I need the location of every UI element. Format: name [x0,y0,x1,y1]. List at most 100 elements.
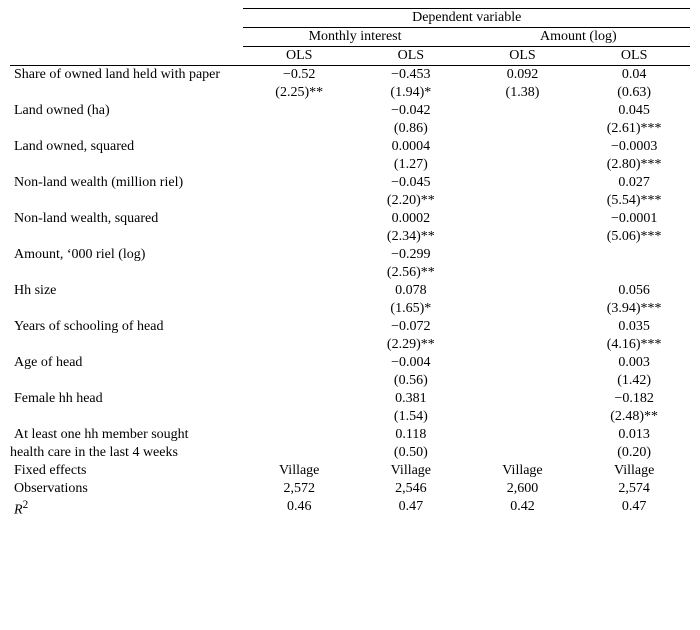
coef-cell: 0.045 [578,102,690,120]
tstat-cell: (2.80)*** [578,156,690,174]
tstat-cell [243,372,355,390]
tstat-cell [467,300,579,318]
fe-c3: Village [467,462,579,480]
tstat-cell [467,444,579,462]
group1-header: Monthly interest [243,28,466,47]
coef-cell [467,138,579,156]
row-label: Land owned, squared [10,138,243,156]
table-row: (1.27) (2.80)*** [10,156,690,174]
r2-c1: 0.46 [243,498,355,520]
table-row: Share of owned land held with paper−0.52… [10,66,690,85]
coef-cell [243,174,355,192]
row-label-cont [10,228,243,246]
tstat-cell: (1.54) [355,408,467,426]
tstat-cell: (2.20)** [355,192,467,210]
coef-cell [243,246,355,264]
row-label-cont [10,372,243,390]
row-label-cont [10,336,243,354]
col2-ols: OLS [355,47,467,66]
coef-cell [467,426,579,444]
row-label: Amount, ‘000 riel (log) [10,246,243,264]
coef-cell: −0.299 [355,246,467,264]
table-row: (2.56)** [10,264,690,282]
tstat-cell: (1.42) [578,372,690,390]
row-label: Years of schooling of head [10,318,243,336]
r2-c2: 0.47 [355,498,467,520]
coef-cell [243,318,355,336]
tstat-cell: (1.94)* [355,84,467,102]
coef-cell: 0.0002 [355,210,467,228]
coef-cell: 0.381 [355,390,467,408]
coef-cell: 0.003 [578,354,690,372]
r2-c3: 0.42 [467,498,579,520]
coef-cell [467,102,579,120]
coef-cell: 0.092 [467,66,579,85]
tstat-cell: (0.20) [578,444,690,462]
regression-table: Dependent variable Monthly interest Amou… [10,8,690,520]
fixed-effects-row: Fixed effects Village Village Village Vi… [10,462,690,480]
tstat-cell [243,264,355,282]
tstat-cell: (3.94)*** [578,300,690,318]
tstat-cell: (4.16)*** [578,336,690,354]
fe-c1: Village [243,462,355,480]
coef-cell [243,210,355,228]
coef-cell: 0.035 [578,318,690,336]
tstat-cell: (1.65)* [355,300,467,318]
coef-cell: −0.453 [355,66,467,85]
r2-row: R2 0.46 0.47 0.42 0.47 [10,498,690,520]
tstat-cell [243,336,355,354]
obs-c3: 2,600 [467,480,579,498]
tstat-cell [243,444,355,462]
coef-cell: −0.0001 [578,210,690,228]
tstat-cell [467,336,579,354]
obs-c1: 2,572 [243,480,355,498]
coef-cell: 0.04 [578,66,690,85]
col1-ols: OLS [243,47,355,66]
coef-cell: −0.004 [355,354,467,372]
table-row: Years of schooling of head −0.072 0.035 [10,318,690,336]
row-label-cont [10,408,243,426]
coef-cell [467,246,579,264]
tstat-cell [467,264,579,282]
row-label-cont: health care in the last 4 weeks [10,444,243,462]
row-label: Non-land wealth (million riel) [10,174,243,192]
fe-c4: Village [578,462,690,480]
table-row: Female hh head0.381−0.182 [10,390,690,408]
tstat-cell: (1.27) [355,156,467,174]
coef-cell [467,318,579,336]
group2-header: Amount (log) [467,28,690,47]
row-label: Age of head [10,354,243,372]
table-row: health care in the last 4 weeks(0.50)(0.… [10,444,690,462]
col4-ols: OLS [578,47,690,66]
tstat-cell: (0.63) [578,84,690,102]
coef-cell [243,102,355,120]
tstat-cell: (2.29)** [355,336,467,354]
table-row: (2.34)** (5.06)*** [10,228,690,246]
dep-var-header: Dependent variable [243,9,690,28]
tstat-cell [243,300,355,318]
tstat-cell: (2.34)** [355,228,467,246]
table-row: (1.54)(2.48)** [10,408,690,426]
coef-cell: −0.52 [243,66,355,85]
tstat-cell: (2.61)*** [578,120,690,138]
coef-cell: −0.182 [578,390,690,408]
table-row: (2.25)**(1.94)*(1.38)(0.63) [10,84,690,102]
tstat-cell: (0.56) [355,372,467,390]
tstat-cell: (5.54)*** [578,192,690,210]
fe-c2: Village [355,462,467,480]
col3-ols: OLS [467,47,579,66]
table-row: Amount, ‘000 riel (log) −0.299 [10,246,690,264]
tstat-cell [467,408,579,426]
coef-cell [467,354,579,372]
table-row: (0.56) (1.42) [10,372,690,390]
coef-cell: −0.072 [355,318,467,336]
obs-label: Observations [10,480,243,498]
row-label-cont [10,120,243,138]
obs-c2: 2,546 [355,480,467,498]
coef-cell: −0.045 [355,174,467,192]
table-row: (1.65)* (3.94)*** [10,300,690,318]
table-row: Non-land wealth, squared0.0002−0.0001 [10,210,690,228]
tstat-cell: (5.06)*** [578,228,690,246]
observations-row: Observations 2,572 2,546 2,600 2,574 [10,480,690,498]
row-label: Land owned (ha) [10,102,243,120]
